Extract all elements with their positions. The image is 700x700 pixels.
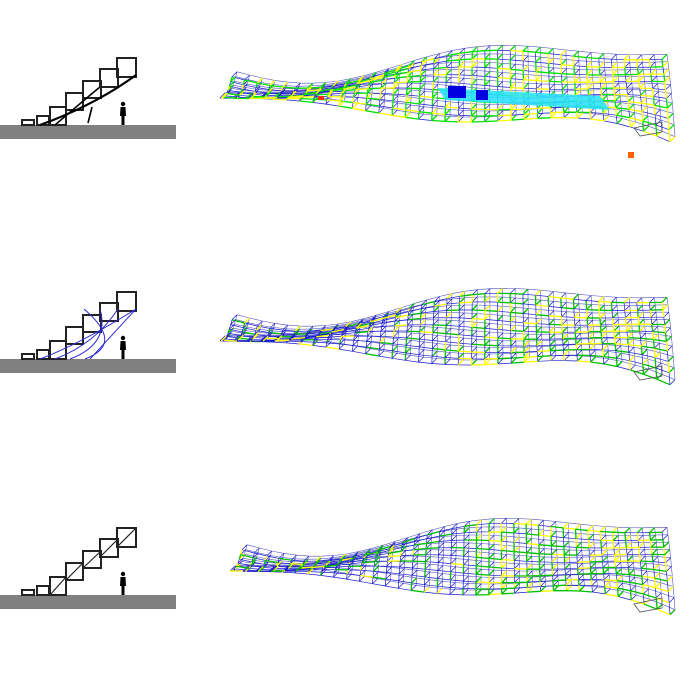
section-box — [36, 585, 50, 596]
section-box — [116, 57, 137, 78]
human-figure — [120, 571, 126, 595]
section-box — [65, 562, 84, 581]
analysis-row-1 — [0, 0, 700, 233]
human-figure — [120, 101, 126, 125]
peak-stress-block — [476, 90, 488, 100]
section-diagram — [0, 527, 176, 609]
stress-members — [229, 518, 675, 615]
section-box — [99, 302, 119, 322]
stress-members — [219, 288, 676, 385]
analysis-row-2 — [0, 233, 700, 466]
human-figure — [120, 335, 126, 359]
section-box — [116, 527, 137, 548]
ground-slab — [0, 125, 176, 139]
stress-members — [220, 287, 670, 373]
ground-slab — [0, 359, 176, 373]
box-diagonal — [99, 538, 119, 558]
peak-stress-block — [448, 86, 466, 98]
stepped-boxes — [21, 291, 137, 360]
section-diagram — [0, 291, 176, 373]
lattice-model — [219, 287, 676, 386]
ground-slab — [0, 595, 176, 609]
stress-members — [224, 288, 675, 386]
base-outline — [633, 597, 663, 613]
section-box — [65, 326, 84, 345]
support-structure — [39, 308, 137, 360]
stress-members — [236, 518, 676, 616]
red-member — [628, 152, 634, 158]
row-1-graphic — [0, 44, 676, 158]
section-box — [82, 550, 102, 569]
support-structure — [39, 74, 137, 127]
section-box — [21, 589, 35, 596]
section-box — [99, 68, 119, 88]
section-box — [116, 291, 137, 312]
box-diagonal — [82, 550, 102, 569]
base-outline — [633, 121, 663, 137]
stepped-boxes — [21, 57, 137, 126]
box-diagonal — [116, 527, 137, 548]
section-box — [21, 353, 35, 360]
base-outline — [633, 365, 663, 381]
stress-members — [220, 49, 676, 143]
section-box — [21, 119, 35, 126]
box-diagonal — [65, 562, 84, 581]
row-3-graphic — [0, 518, 676, 616]
lattice-model — [219, 44, 676, 158]
box-diagonal — [49, 576, 67, 596]
row-2-graphic — [0, 287, 676, 386]
section-box — [82, 80, 102, 99]
section-diagram — [0, 57, 176, 139]
stepped-boxes — [21, 527, 137, 596]
lattice-model — [229, 518, 676, 616]
section-box — [49, 576, 67, 596]
section-box — [49, 340, 67, 360]
analysis-row-3 — [0, 467, 700, 700]
red-member — [318, 96, 324, 100]
section-box — [82, 314, 102, 333]
